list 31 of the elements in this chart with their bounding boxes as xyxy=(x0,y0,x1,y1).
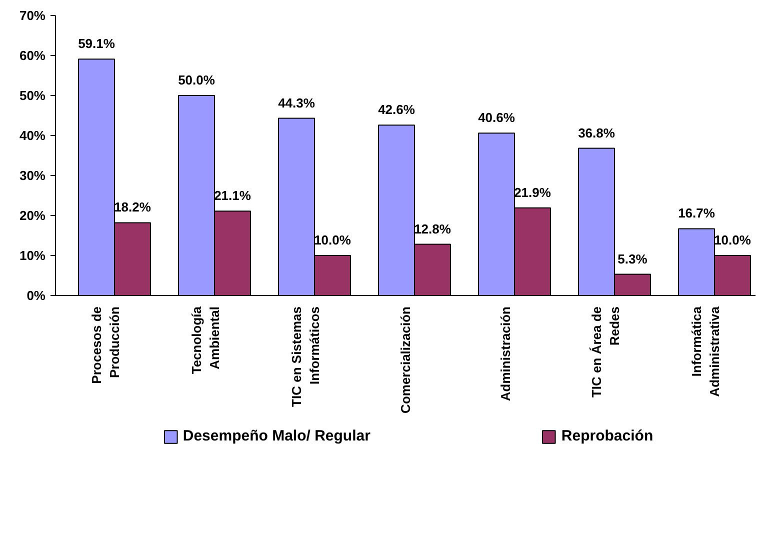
data-label: 44.3% xyxy=(278,95,316,110)
data-label: 42.6% xyxy=(378,102,416,118)
data-label: 12.8% xyxy=(414,221,452,236)
x-tick-label: Comercialización xyxy=(398,306,413,414)
legend-label: Desempeño Malo/ Regular xyxy=(182,428,370,444)
data-label: 16.7% xyxy=(678,206,716,221)
y-tick-label: 60% xyxy=(19,48,46,63)
y-tick-label: 10% xyxy=(19,248,46,263)
x-tick-label: Procesos de Producción xyxy=(89,306,122,384)
y-tick-label: 70% xyxy=(19,8,46,23)
y-tick-label: 0% xyxy=(26,288,46,303)
data-label: 59.1% xyxy=(78,36,116,52)
y-tick-label: 20% xyxy=(19,208,46,223)
data-label: 10.0% xyxy=(714,232,752,248)
data-label: 21.9% xyxy=(514,184,552,200)
legend-label: Reprobación xyxy=(561,428,654,444)
x-tick-label: TIC en Área de Redes xyxy=(589,306,622,398)
x-tick-label: TIC en Sistemas Informáticos xyxy=(289,306,322,407)
data-label: 40.6% xyxy=(478,110,516,126)
x-tick-label: Tecnología Ambiental xyxy=(189,306,222,374)
data-label: 10.0% xyxy=(314,232,352,248)
x-tick-label: Administración xyxy=(498,306,513,402)
y-tick-label: 40% xyxy=(19,128,46,143)
x-tick-label: Informática Administrativa xyxy=(689,306,722,397)
data-label: 36.8% xyxy=(578,125,616,140)
data-label: 50.0% xyxy=(178,72,216,88)
data-label: 21.1% xyxy=(214,188,252,204)
y-tick-label: 30% xyxy=(19,168,46,183)
data-label: 5.3% xyxy=(618,251,648,266)
y-tick-label: 50% xyxy=(19,88,46,103)
data-label: 18.2% xyxy=(114,200,152,215)
